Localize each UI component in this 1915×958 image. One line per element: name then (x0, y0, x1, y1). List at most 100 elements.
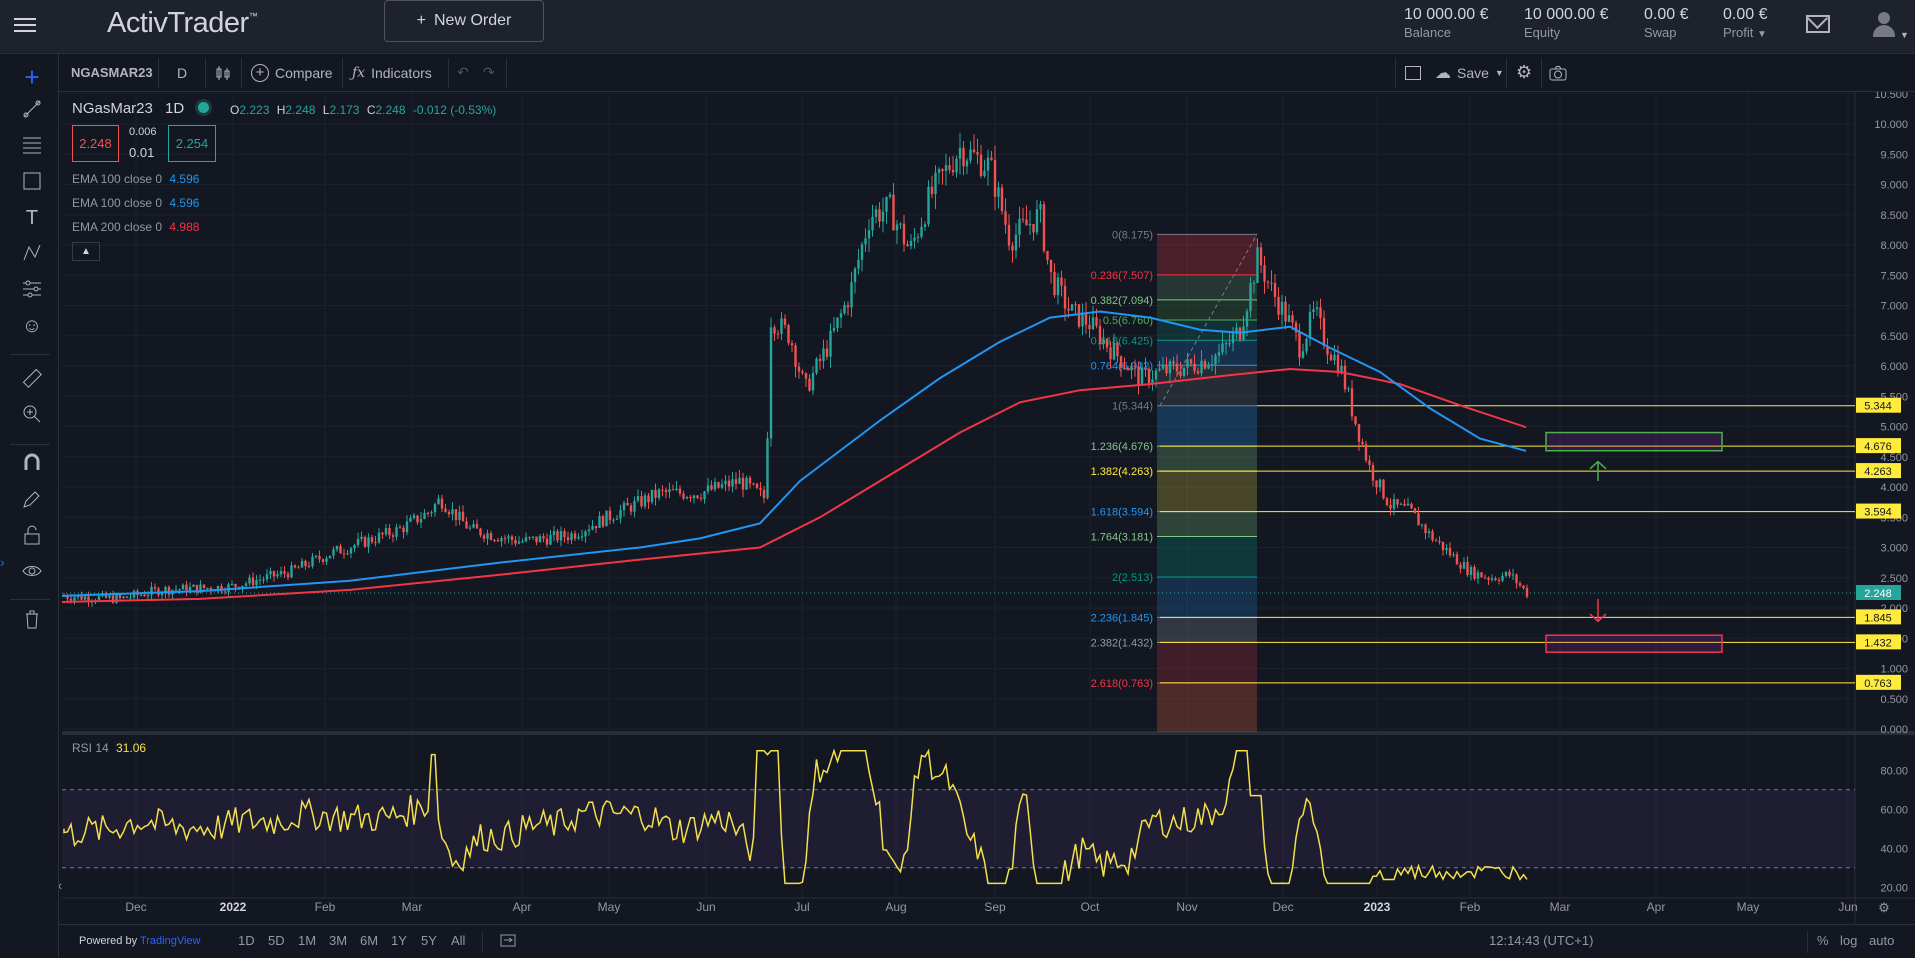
user-avatar-icon[interactable] (1871, 12, 1897, 38)
log-toggle[interactable]: log (1840, 933, 1858, 948)
candle-body (1298, 332, 1301, 358)
text-icon[interactable]: T (25, 207, 39, 229)
undo-icon[interactable]: ↶ (457, 64, 469, 80)
candle-body (503, 538, 507, 540)
candle-body (958, 147, 962, 159)
candle-body (671, 489, 675, 491)
collapse-legend-button[interactable]: ▲ (72, 242, 100, 261)
candle-body (1319, 307, 1322, 318)
caret-down-icon[interactable]: ▼ (1900, 30, 1909, 40)
crosshair-icon[interactable]: + (24, 62, 40, 92)
candle-body (500, 538, 503, 542)
candle-body (1382, 479, 1385, 499)
buy-button[interactable]: 2.254 (168, 125, 216, 162)
range-all[interactable]: All (451, 933, 466, 948)
candle-body (1049, 259, 1053, 272)
candle-body (738, 477, 741, 484)
range-1y[interactable]: 1Y (391, 933, 407, 948)
candle-body (927, 186, 930, 225)
ruler-icon[interactable] (20, 367, 44, 391)
percent-toggle[interactable]: % (1817, 933, 1829, 948)
candle-body (1137, 366, 1140, 385)
candle-body (1385, 498, 1389, 505)
chevron-left-icon: ‹ (58, 877, 63, 893)
fullscreen-icon[interactable] (1405, 54, 1421, 91)
ema-legend-3[interactable]: EMA 200 close 0 4.988 (72, 220, 200, 234)
candle-body (965, 160, 969, 167)
time-axis-tick: Jul (794, 900, 809, 914)
prediction-icon[interactable] (20, 278, 44, 302)
menu-icon[interactable] (14, 14, 36, 34)
candle-body (493, 539, 496, 541)
ema-legend-1[interactable]: EMA 100 close 0 4.596 (72, 172, 200, 186)
candle-body (122, 596, 125, 598)
pattern-icon[interactable] (20, 242, 44, 266)
symbol-search[interactable]: NGASMAR23 (71, 65, 153, 80)
candle-body (643, 495, 647, 507)
profit-stat[interactable]: 0.00 € Profit ▼ (1723, 6, 1768, 40)
candle-body (752, 483, 755, 485)
candle-body (717, 482, 720, 488)
candle-body (755, 483, 759, 489)
candle-body (570, 533, 573, 541)
rectangle-icon[interactable] (20, 170, 44, 194)
goto-date-icon[interactable] (500, 933, 516, 950)
candle-body (150, 586, 153, 595)
trash-icon[interactable] (20, 608, 44, 632)
ema-legend-2[interactable]: EMA 100 close 0 4.596 (72, 196, 200, 210)
camera-icon[interactable] (1549, 54, 1567, 91)
gear-icon[interactable]: ⚙ (1516, 62, 1533, 82)
range-5y[interactable]: 5Y (421, 933, 437, 948)
interval-button[interactable]: D (177, 64, 188, 81)
candle-body (1182, 367, 1186, 376)
price-axis-tick: 4.500 (1880, 452, 1908, 464)
price-tag (1856, 674, 1901, 690)
candle-body (612, 519, 615, 521)
eye-icon[interactable] (20, 560, 44, 584)
time-axis-tick: Dec (1272, 900, 1293, 914)
save-button[interactable]: ☁ Save ▼ (1435, 64, 1504, 82)
candle-body (1266, 281, 1270, 283)
candle-body (472, 524, 475, 528)
candle-body (1158, 368, 1161, 371)
range-5d[interactable]: 5D (268, 933, 285, 948)
range-6m[interactable]: 6M (360, 933, 379, 948)
redo-icon[interactable]: ↷ (483, 64, 495, 80)
rsi-axis-tick: 40.00 (1880, 843, 1908, 855)
candle-body (167, 587, 171, 595)
pencil-lock-icon[interactable] (20, 488, 44, 512)
fib-lines-icon[interactable] (20, 134, 44, 158)
candle-body (262, 579, 265, 581)
indicators-button[interactable]: ƒx Indicators (352, 64, 432, 81)
candle-body (1270, 282, 1273, 284)
range-3m[interactable]: 3M (329, 933, 348, 948)
magnet-icon[interactable] (20, 452, 44, 476)
auto-toggle[interactable]: auto (1869, 933, 1895, 948)
candle-body (1420, 524, 1424, 526)
candle-body (878, 209, 881, 222)
candle-body (87, 596, 90, 602)
new-order-button[interactable]: + New Order (384, 0, 544, 42)
range-1m[interactable]: 1M (298, 933, 317, 948)
powered-by[interactable]: Powered by TradingView (79, 935, 201, 947)
candle-body (993, 159, 997, 197)
trendline-icon[interactable] (20, 98, 44, 122)
sell-button[interactable]: 2.248 (72, 125, 119, 162)
collapse-toolbar-icon[interactable]: › (0, 554, 5, 570)
mail-icon[interactable] (1806, 15, 1830, 33)
candle-body (1336, 354, 1340, 374)
price-tag-label: 2.248 (1864, 588, 1892, 600)
lock-icon[interactable] (20, 524, 44, 548)
emoji-icon[interactable]: ☺ (21, 315, 43, 337)
candles-icon[interactable] (214, 54, 232, 91)
price-axis-tick: 2.500 (1880, 573, 1908, 585)
candle-body (332, 549, 335, 556)
zoom-icon[interactable] (20, 403, 44, 427)
candle-body (1109, 347, 1112, 360)
range-1d[interactable]: 1D (238, 933, 255, 948)
clock[interactable]: 12:14:43 (UTC+1) (1489, 933, 1594, 948)
compare-button[interactable]: + Compare (251, 54, 333, 91)
candle-body (524, 537, 528, 542)
candle-body (108, 595, 111, 598)
